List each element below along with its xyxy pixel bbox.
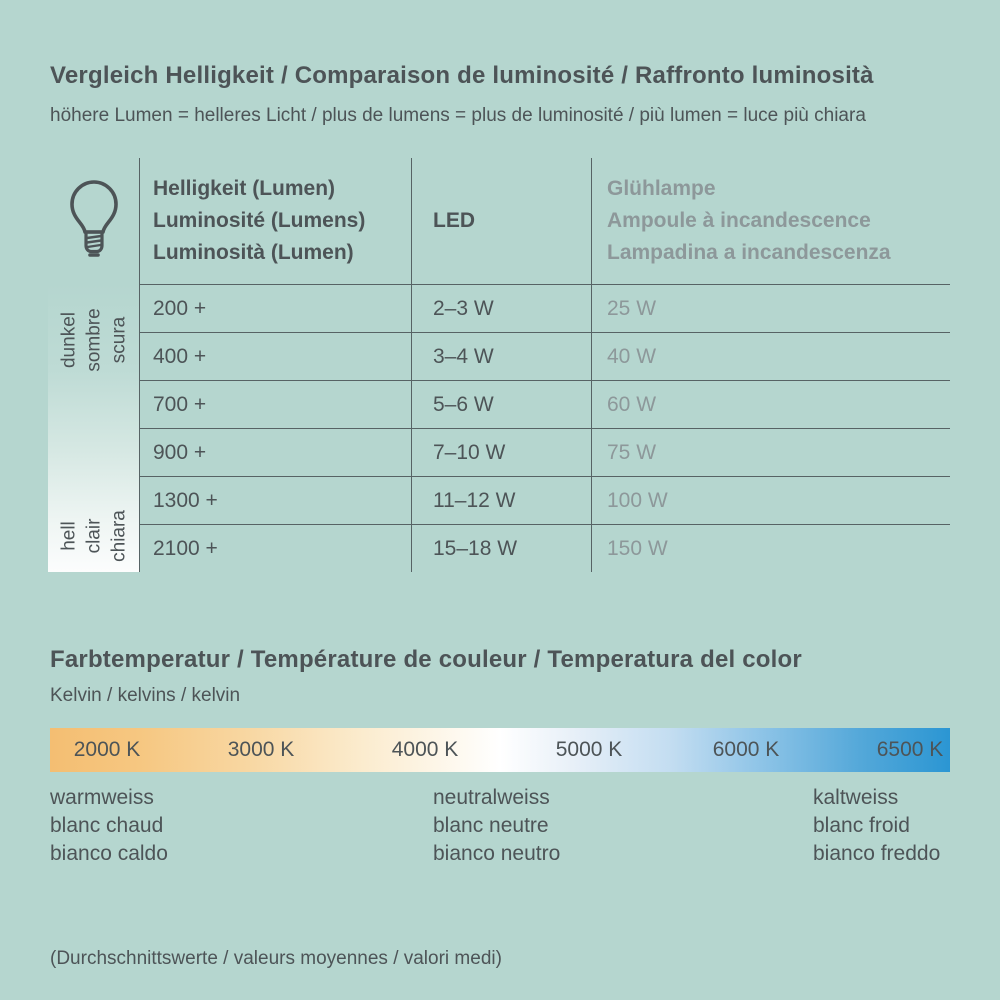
kelvin-label-4000: 4000 K	[391, 738, 459, 761]
legend-cold-de: kaltweiss	[813, 786, 899, 809]
lumen-cell: 2100 +	[153, 536, 218, 560]
dark-scale-label: dunkel sombre scura	[57, 308, 132, 371]
brightness-section-title: Vergleich Helligkeit / Comparaison de lu…	[50, 62, 874, 89]
dark-label-it: scura	[108, 316, 130, 364]
legend-warm-de: warmweiss	[50, 786, 154, 809]
lumen-header-line-it: Luminosità (Lumen)	[153, 241, 354, 264]
legend-warm-white: warmweiss blanc chaud bianco caldo	[50, 784, 168, 868]
kelvin-label-5000: 5000 K	[555, 738, 623, 761]
table-column-divider	[591, 158, 592, 572]
led-header-label: LED	[433, 209, 475, 232]
incandescent-header-line-de: Glühlampe	[607, 177, 716, 200]
table-row: 700 + 5–6 W 60 W	[139, 380, 950, 428]
incandescent-cell: 40 W	[607, 344, 657, 368]
legend-neutral-de: neutralweiss	[433, 786, 550, 809]
lumen-cell: 1300 +	[153, 488, 218, 512]
table-column-divider	[139, 158, 140, 572]
incandescent-cell: 150 W	[607, 536, 668, 560]
bright-label-fr: clair	[83, 518, 105, 554]
temperature-section-title: Farbtemperatur / Température de couleur …	[50, 646, 802, 673]
legend-cold-fr: blanc froid	[813, 814, 910, 837]
temperature-section-subtitle: Kelvin / kelvins / kelvin	[50, 685, 241, 706]
kelvin-gradient-bar: 2000 K 3000 K 4000 K 5000 K 6000 K 6500 …	[50, 728, 950, 772]
table-row: 200 + 2–3 W 25 W	[139, 284, 950, 332]
brightness-section-subtitle: höhere Lumen = helleres Licht / plus de …	[50, 105, 866, 126]
legend-cold-white: kaltweiss blanc froid bianco freddo	[813, 784, 940, 868]
incandescent-cell: 60 W	[607, 392, 657, 416]
table-row: 2100 + 15–18 W 150 W	[139, 524, 950, 572]
footer-note: (Durchschnittswerte / valeurs moyennes /…	[50, 948, 502, 969]
lumen-header-line-fr: Luminosité (Lumens)	[153, 209, 366, 232]
incandescent-header-line-fr: Ampoule à incandescence	[607, 209, 871, 232]
dark-label-fr: sombre	[83, 308, 105, 372]
icon-cell	[48, 158, 139, 284]
led-column-header: LED	[411, 205, 591, 237]
incandescent-cell: 75 W	[607, 440, 657, 464]
legend-warm-it: bianco caldo	[50, 842, 168, 865]
lumen-cell: 200 +	[153, 296, 207, 320]
table-row: 1300 + 11–12 W 100 W	[139, 476, 950, 524]
led-cell: 7–10 W	[433, 440, 506, 464]
bright-label-de: hell	[58, 521, 80, 551]
led-cell: 5–6 W	[433, 392, 494, 416]
table-header-row: Helligkeit (Lumen) Luminosité (Lumens) L…	[48, 158, 950, 284]
led-cell: 3–4 W	[433, 344, 494, 368]
lumen-cell: 700 +	[153, 392, 207, 416]
lumen-cell: 400 +	[153, 344, 207, 368]
table-row: 900 + 7–10 W 75 W	[139, 428, 950, 476]
legend-warm-fr: blanc chaud	[50, 814, 164, 837]
legend-cold-it: bianco freddo	[813, 842, 941, 865]
light-bulb-icon	[69, 180, 118, 257]
led-cell: 15–18 W	[433, 536, 518, 560]
table-column-divider	[411, 158, 412, 572]
dark-label-de: dunkel	[58, 312, 80, 369]
kelvin-label-2000: 2000 K	[73, 738, 141, 761]
table-row: 400 + 3–4 W 40 W	[139, 332, 950, 380]
led-cell: 2–3 W	[433, 296, 494, 320]
incandescent-header-line-it: Lampadina a incandescenza	[607, 241, 891, 264]
legend-neutral-fr: blanc neutre	[433, 814, 549, 837]
incandescent-cell: 25 W	[607, 296, 657, 320]
kelvin-label-6000: 6000 K	[712, 738, 780, 761]
incandescent-cell: 100 W	[607, 488, 668, 512]
legend-neutral-white: neutralweiss blanc neutre bianco neutro	[433, 784, 560, 868]
bright-scale-label: hell clair chiara	[57, 510, 132, 562]
kelvin-label-3000: 3000 K	[227, 738, 295, 761]
lumen-header-line-de: Helligkeit (Lumen)	[153, 177, 336, 200]
led-cell: 11–12 W	[433, 488, 516, 512]
table-body: 200 + 2–3 W 25 W 400 + 3–4 W 40 W 700 + …	[139, 284, 950, 572]
lumen-cell: 900 +	[153, 440, 207, 464]
incandescent-column-header: Glühlampe Ampoule à incandescence Lampad…	[591, 173, 950, 269]
brightness-gradient-strip: dunkel sombre scura hell clair chiara	[48, 284, 139, 572]
lumen-column-header: Helligkeit (Lumen) Luminosité (Lumens) L…	[139, 173, 411, 269]
legend-neutral-it: bianco neutro	[433, 842, 561, 865]
bright-label-it: chiara	[108, 510, 130, 562]
kelvin-label-6500: 6500 K	[876, 738, 944, 761]
brightness-comparison-table: Helligkeit (Lumen) Luminosité (Lumens) L…	[48, 158, 950, 572]
